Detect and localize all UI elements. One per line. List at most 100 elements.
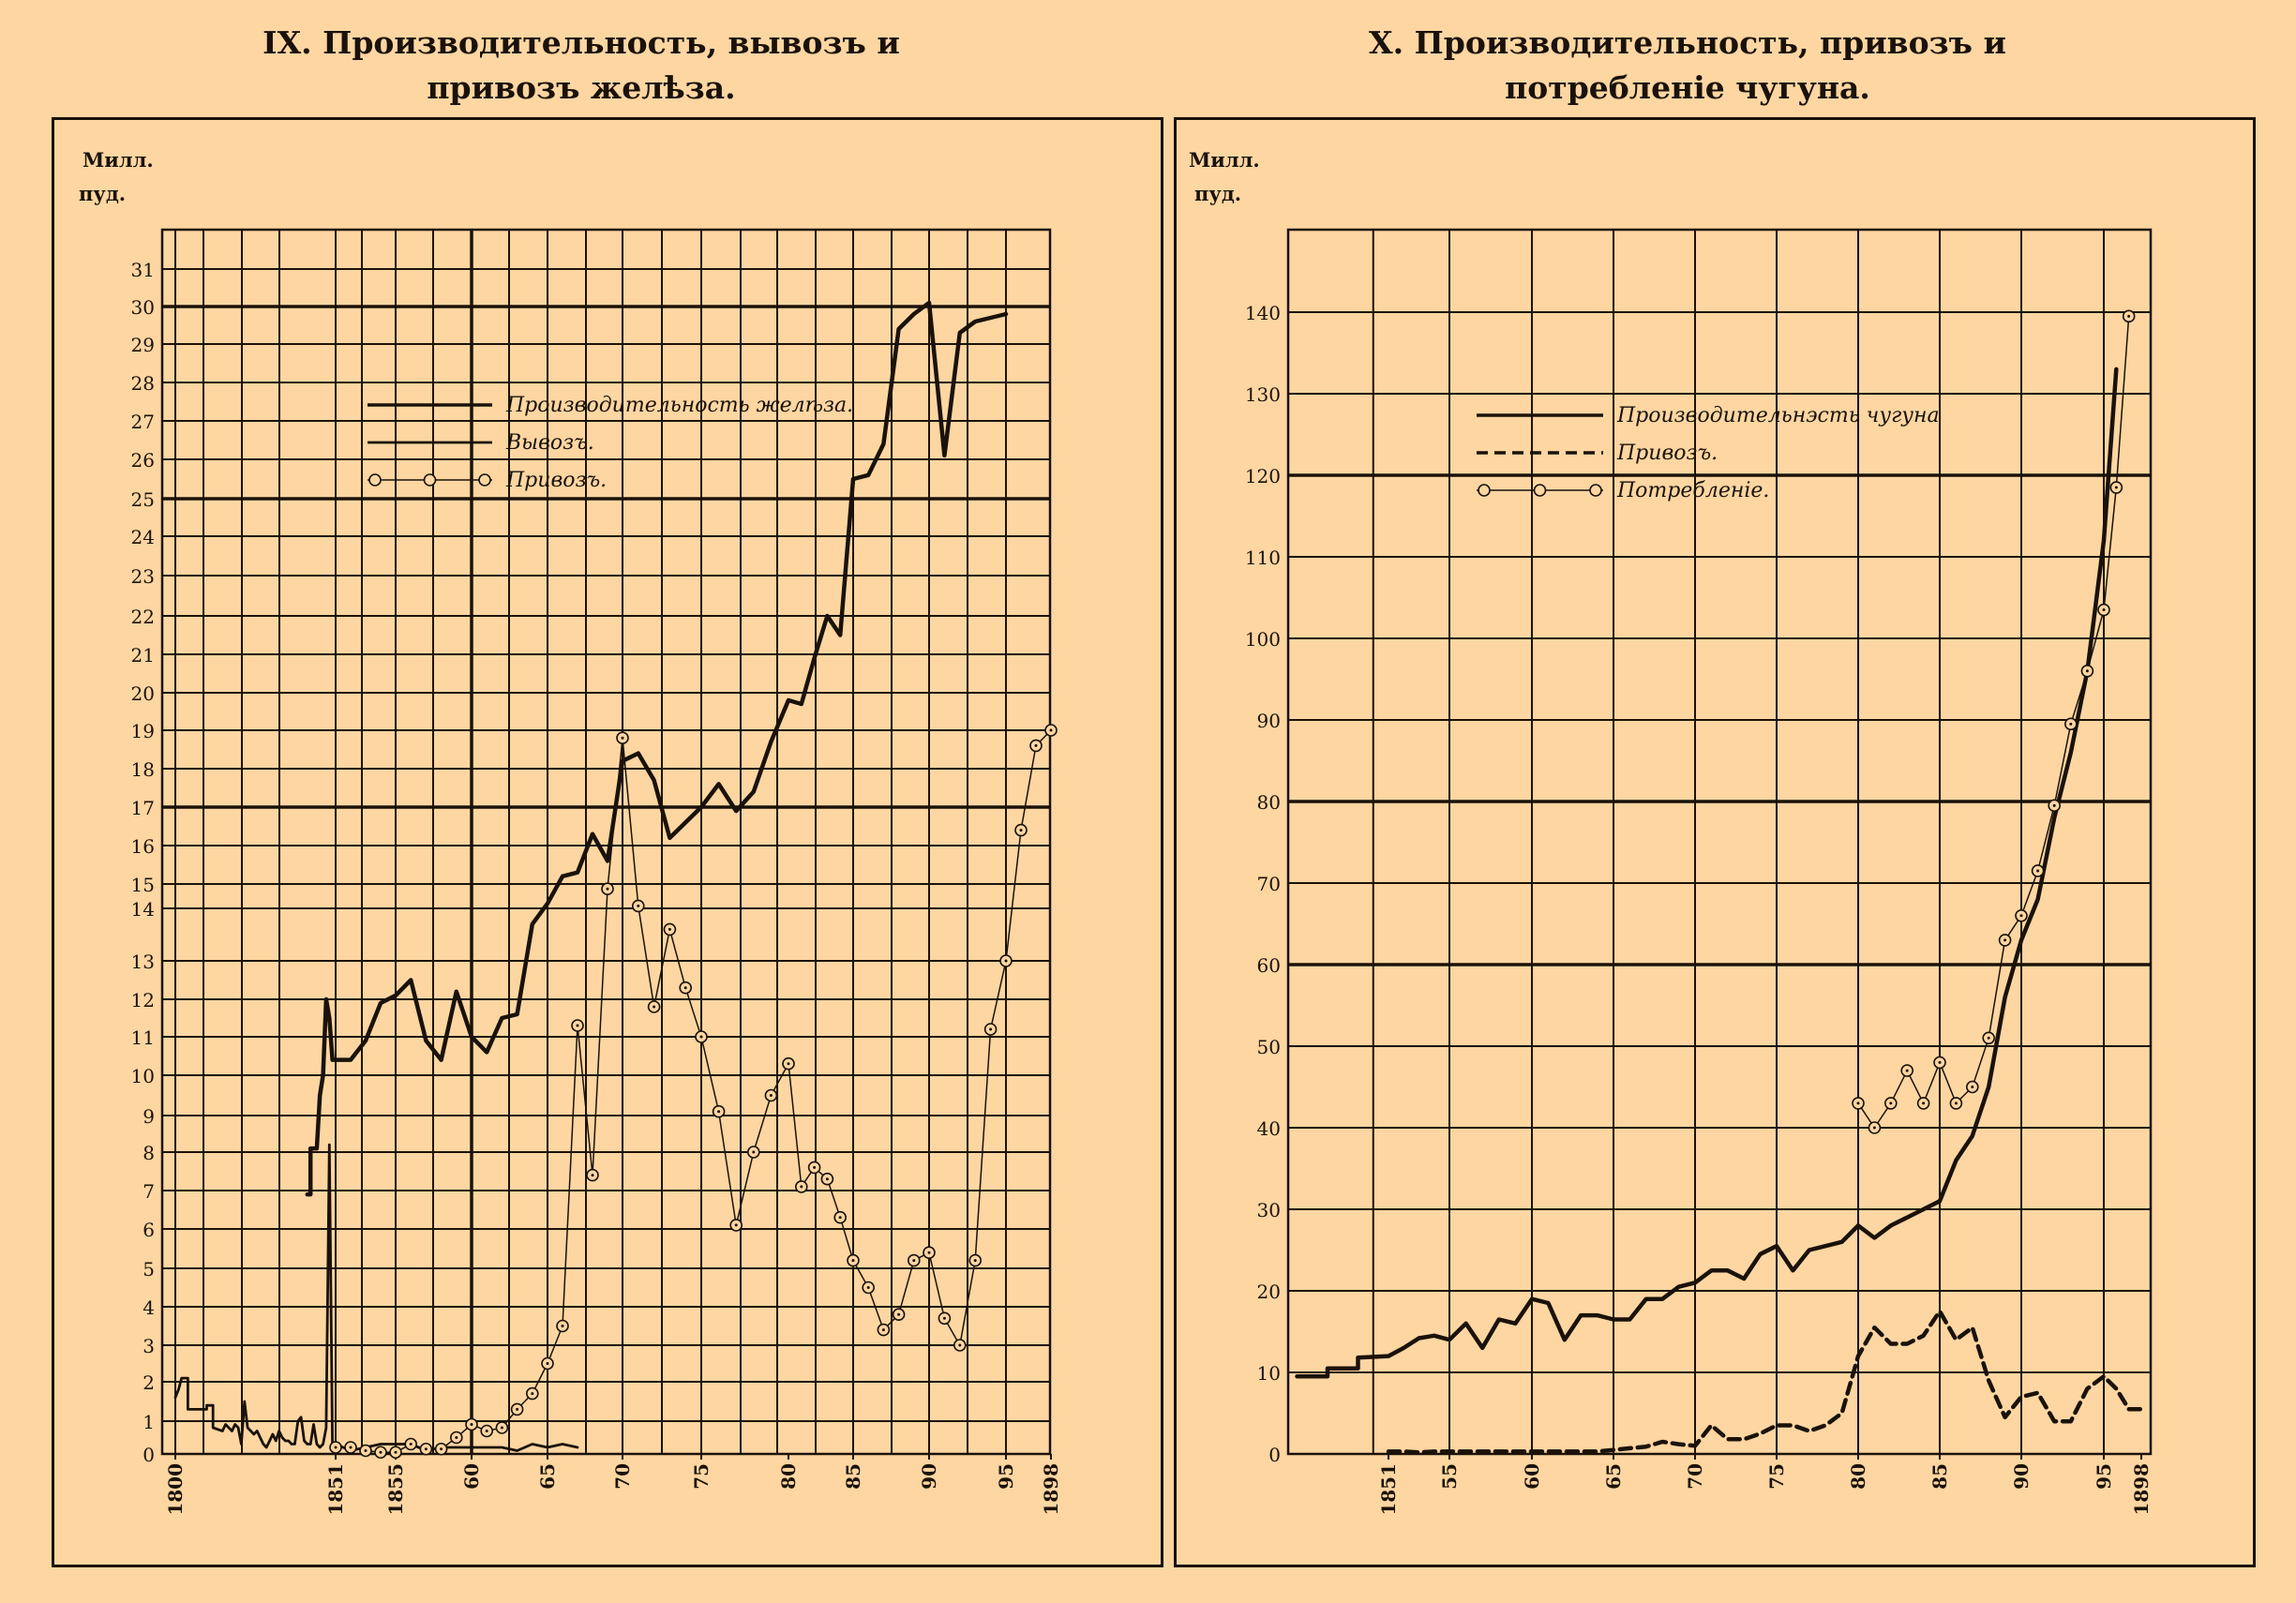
x-tick-label: 90 — [918, 1463, 940, 1490]
data-point-dot — [2003, 938, 2007, 942]
x-tick-label: 85 — [1928, 1463, 1951, 1490]
data-point-dot — [973, 1259, 977, 1263]
y-tick-label: 80 — [1257, 791, 1281, 814]
data-point-dot — [334, 1446, 338, 1449]
data-point-dot — [546, 1362, 549, 1365]
data-point-dot — [2052, 803, 2056, 807]
data-point-dot — [576, 1024, 579, 1027]
data-point-dot — [1889, 1101, 1893, 1105]
x-tick-label: 1851 — [1377, 1463, 1400, 1516]
y-tick-label: 15 — [131, 874, 155, 896]
legend-label-3: Привозъ. — [505, 469, 607, 492]
y-tick-label: 5 — [143, 1258, 155, 1281]
y-tick-label: 3 — [143, 1335, 155, 1357]
y-tick-label: 21 — [131, 644, 155, 667]
chart-frame-right — [1174, 117, 2256, 1567]
data-point-dot — [606, 887, 609, 891]
data-point-dot — [621, 736, 624, 740]
x-tick-label: 85 — [842, 1463, 864, 1490]
y-unit-label-line2: пуд. — [1194, 182, 1241, 205]
data-point-dot — [838, 1216, 842, 1220]
data-point-dot — [1049, 728, 1053, 732]
y-tick-label: 20 — [131, 682, 155, 705]
y-tick-label: 140 — [1245, 302, 1281, 324]
data-point-dot — [752, 1150, 756, 1154]
y-tick-label: 26 — [131, 449, 155, 472]
legend-label-3: Потребленіе. — [1616, 479, 1769, 502]
data-point-dot — [851, 1259, 855, 1263]
y-tick-label: 22 — [131, 606, 155, 628]
y-tick-label: 2 — [143, 1371, 155, 1394]
data-point-dot — [424, 1447, 428, 1451]
legend-label-2: Вывозъ. — [505, 431, 594, 455]
data-point-dot — [1004, 959, 1008, 963]
y-tick-label: 6 — [143, 1219, 155, 1241]
y-tick-label: 18 — [131, 758, 155, 781]
data-point-dot — [866, 1286, 870, 1289]
data-point-dot — [958, 1343, 962, 1347]
x-tick-label: 1855 — [384, 1463, 407, 1516]
y-tick-label: 24 — [131, 526, 155, 548]
x-tick-label: 90 — [2010, 1463, 2033, 1490]
data-point-dot — [897, 1312, 901, 1316]
y-unit-label-line1: Милл. — [1189, 148, 1260, 172]
y-tick-label: 19 — [131, 720, 155, 742]
y-tick-label: 10 — [131, 1065, 155, 1087]
y-tick-label: 1 — [143, 1411, 155, 1433]
data-point-dot — [769, 1094, 773, 1097]
data-point-dot — [470, 1423, 473, 1426]
data-point-dot — [942, 1316, 946, 1320]
x-tick-label: 55 — [1438, 1463, 1461, 1490]
data-point-dot — [1034, 743, 1038, 747]
data-point-dot — [1872, 1126, 1876, 1130]
x-tick-label: 1898 — [2130, 1463, 2153, 1516]
data-point-dot — [516, 1407, 519, 1411]
y-tick-label: 30 — [131, 296, 155, 319]
x-tick-label: 95 — [2093, 1463, 2115, 1490]
chart-title-right-line2: потребленіе чугуна. — [1505, 69, 1870, 106]
data-point-dot — [653, 1005, 656, 1009]
y-tick-label: 40 — [1257, 1117, 1281, 1140]
data-point-dot — [699, 1035, 703, 1039]
data-point-dot — [881, 1328, 885, 1332]
chart-title-right-line1: X. Производительность, привозъ и — [1369, 24, 2006, 61]
chart-iron: 0123456789101112131415161718192021222324… — [79, 148, 1062, 1516]
data-point-dot — [561, 1325, 564, 1327]
legend-label-1: Производительность желѣза. — [505, 394, 853, 417]
data-point-dot — [1856, 1101, 1860, 1105]
y-tick-label: 27 — [131, 411, 155, 433]
y-tick-label: 13 — [131, 951, 155, 973]
data-point-dot — [2114, 486, 2118, 489]
y-unit-label-line2: пуд. — [79, 182, 126, 205]
legend-marker — [1589, 484, 1602, 497]
y-tick-label: 90 — [1257, 710, 1281, 732]
data-point-dot — [440, 1447, 443, 1451]
data-point-dot — [455, 1436, 458, 1439]
y-tick-label: 4 — [143, 1296, 155, 1319]
y-tick-label: 7 — [143, 1180, 155, 1203]
y-tick-label: 16 — [131, 835, 155, 858]
data-point-dot — [591, 1174, 594, 1177]
data-point-dot — [1019, 829, 1023, 832]
series-line-1 — [1295, 367, 2119, 1379]
y-tick-label: 130 — [1245, 383, 1281, 406]
data-point-dot — [2127, 314, 2131, 318]
y-tick-label: 0 — [1268, 1444, 1281, 1466]
y-tick-label: 8 — [143, 1142, 155, 1164]
chart-title-left-line1: IX. Производительность, вывозъ и — [263, 24, 900, 61]
data-point-dot — [500, 1426, 503, 1430]
data-point-dot — [2102, 608, 2106, 612]
data-point-dot — [379, 1450, 383, 1454]
data-point-dot — [683, 986, 687, 990]
data-point-dot — [800, 1185, 803, 1189]
data-point-dot — [637, 904, 640, 907]
data-point-dot — [2069, 722, 2073, 726]
chart-title-left: IX. Производительность, вывозъ и привозъ… — [113, 21, 1050, 111]
x-tick-label: 75 — [1765, 1463, 1788, 1490]
data-point-dot — [485, 1430, 488, 1432]
chart-title-right: X. Производительность, привозъ и потребл… — [1172, 21, 2203, 111]
y-tick-label: 10 — [1257, 1362, 1281, 1385]
y-tick-label: 12 — [131, 989, 155, 1011]
data-point-dot — [717, 1110, 721, 1114]
